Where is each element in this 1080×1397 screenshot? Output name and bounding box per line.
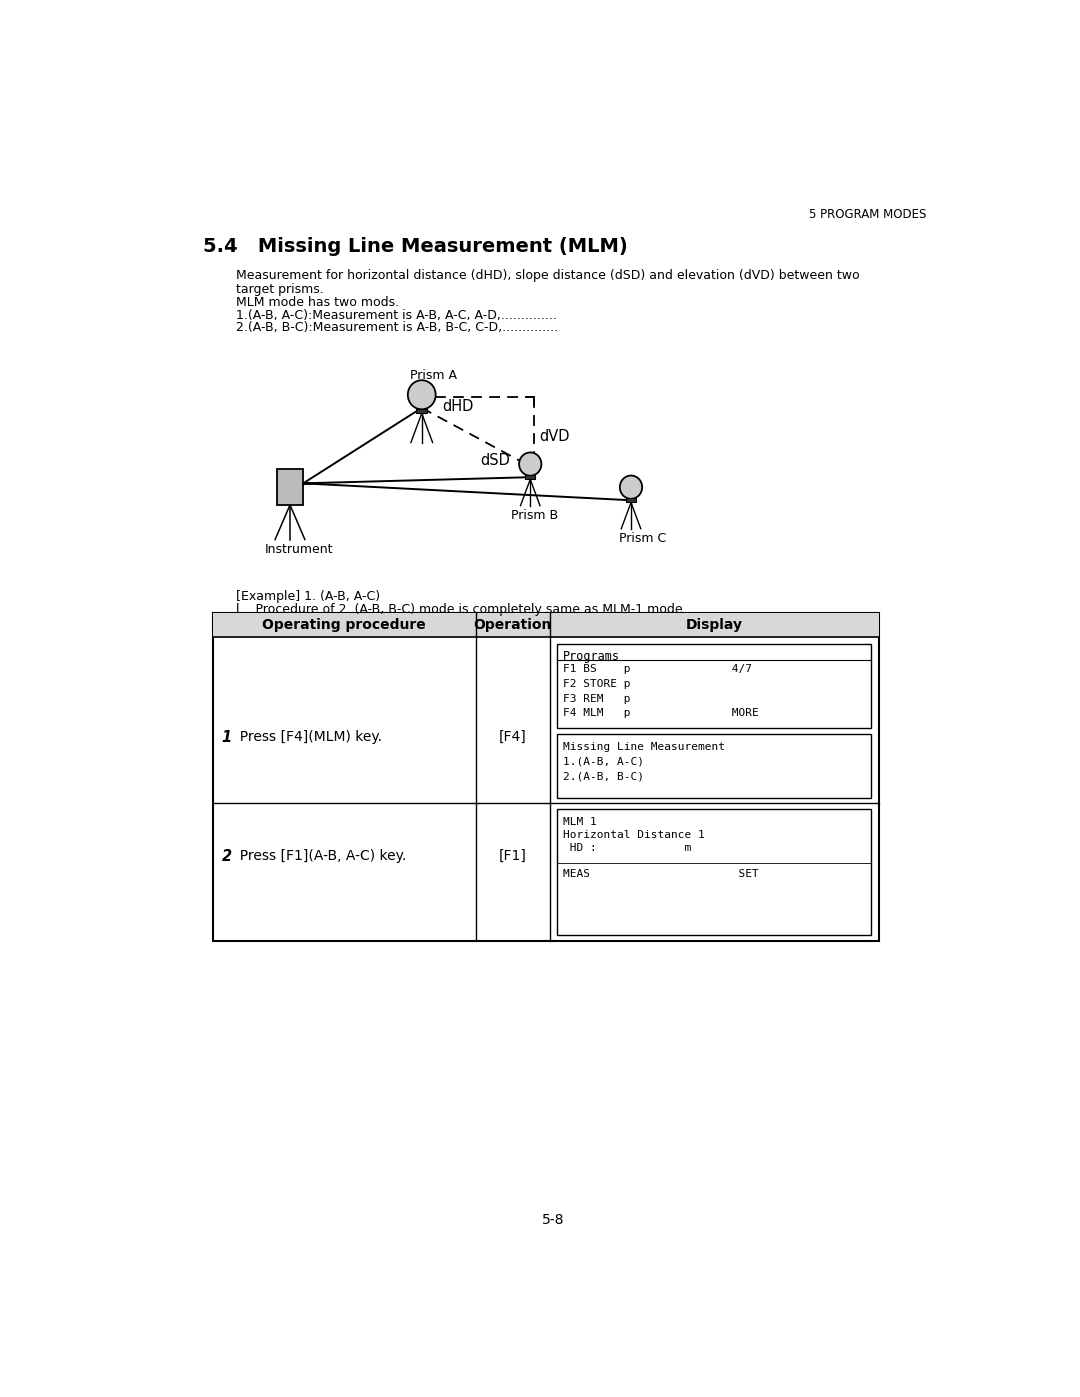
Text: Horizontal Distance 1: Horizontal Distance 1 xyxy=(563,830,704,840)
Bar xyxy=(213,613,879,942)
Bar xyxy=(525,475,535,479)
Text: dSD: dSD xyxy=(480,453,510,468)
Text: 5.4   Missing Line Measurement (MLM): 5.4 Missing Line Measurement (MLM) xyxy=(203,237,627,256)
Text: Prism B: Prism B xyxy=(511,509,558,521)
Text: 1: 1 xyxy=(221,729,232,745)
Text: dVD: dVD xyxy=(539,429,569,444)
Ellipse shape xyxy=(519,453,541,476)
Bar xyxy=(213,613,879,637)
Text: Prism C: Prism C xyxy=(619,532,666,545)
Text: Operation: Operation xyxy=(474,617,552,631)
Text: [Example] 1. (A-B, A-C): [Example] 1. (A-B, A-C) xyxy=(235,590,380,602)
Text: 1.(A-B, A-C): 1.(A-B, A-C) xyxy=(563,757,644,767)
Text: 5 PROGRAM MODES: 5 PROGRAM MODES xyxy=(809,208,927,221)
Text: l    Procedure of 2. (A-B, B-C) mode is completely same as MLM-1 mode.: l Procedure of 2. (A-B, B-C) mode is com… xyxy=(235,602,687,616)
Text: [F4]: [F4] xyxy=(499,729,527,743)
Bar xyxy=(557,735,872,798)
Ellipse shape xyxy=(620,475,643,499)
Text: F4 MLM   p               MORE: F4 MLM p MORE xyxy=(563,708,758,718)
Text: Measurement for horizontal distance (dHD), slope distance (dSD) and elevation (d: Measurement for horizontal distance (dHD… xyxy=(235,270,860,282)
Text: F3 REM   p: F3 REM p xyxy=(563,693,631,704)
Text: MLM 1: MLM 1 xyxy=(563,817,596,827)
Text: HD :             m: HD : m xyxy=(563,842,691,854)
Text: target prisms.: target prisms. xyxy=(235,284,324,296)
Text: Prism A: Prism A xyxy=(410,369,457,381)
Bar xyxy=(416,409,428,414)
Bar xyxy=(276,469,303,504)
Bar xyxy=(557,644,872,728)
Text: Instrument: Instrument xyxy=(266,542,334,556)
Text: F2 STORE p: F2 STORE p xyxy=(563,679,631,689)
Text: 2.(A-B, B-C):Measurement is A-B, B-C, C-D,..............: 2.(A-B, B-C):Measurement is A-B, B-C, C-… xyxy=(235,321,558,334)
Text: Press [F4](MLM) key.: Press [F4](MLM) key. xyxy=(231,729,382,743)
Text: Operating procedure: Operating procedure xyxy=(262,617,427,631)
Text: Display: Display xyxy=(686,617,743,631)
Text: 2.(A-B, B-C): 2.(A-B, B-C) xyxy=(563,771,644,781)
Bar xyxy=(626,499,636,503)
Text: 1.(A-B, A-C):Measurement is A-B, A-C, A-D,..............: 1.(A-B, A-C):Measurement is A-B, A-C, A-… xyxy=(235,309,556,321)
Text: F1 BS    p               4/7: F1 BS p 4/7 xyxy=(563,665,752,675)
Bar xyxy=(557,809,872,936)
Text: MEAS                      SET: MEAS SET xyxy=(563,869,758,879)
Text: MLM mode has two mods.: MLM mode has two mods. xyxy=(235,296,399,309)
Text: Programs: Programs xyxy=(563,651,620,664)
Text: dHD: dHD xyxy=(442,398,473,414)
Ellipse shape xyxy=(408,380,435,409)
Text: Press [F1](A-B, A-C) key.: Press [F1](A-B, A-C) key. xyxy=(231,849,406,863)
Text: 5-8: 5-8 xyxy=(542,1214,565,1228)
Text: Missing Line Measurement: Missing Line Measurement xyxy=(563,742,725,752)
Text: 2: 2 xyxy=(221,849,232,865)
Text: [F1]: [F1] xyxy=(499,849,527,863)
